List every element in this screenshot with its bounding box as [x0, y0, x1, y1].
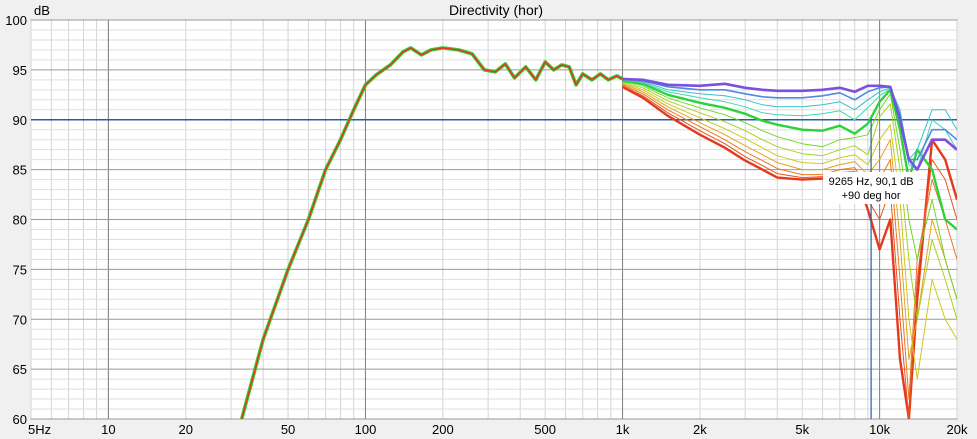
x-tick-label: 200: [432, 422, 454, 437]
x-tick-label: 50: [281, 422, 295, 437]
y-tick-label: 95: [13, 63, 27, 78]
series-line-6: [622, 81, 957, 320]
series-line-8: [622, 83, 957, 360]
chart-title: Directivity (hor): [449, 2, 543, 18]
x-tick-label: 500: [534, 422, 556, 437]
series-line-2: [622, 79, 957, 161]
series-line-0: [622, 77, 957, 171]
y-tick-label: 90: [13, 113, 27, 128]
x-tick-label: 10: [101, 422, 115, 437]
y-axis-ticks: 60 65 70 75 80 85 90 95 100: [5, 13, 27, 427]
series-line-5: [622, 80, 957, 300]
series-line-9: [622, 84, 957, 400]
x-tick-label: 1k: [616, 422, 630, 437]
x-axis-ticks: 5Hz 10 20 50 100 200 500 1k 2k 5k 10k 20k: [28, 422, 968, 437]
base-curve-red: [240, 47, 623, 419]
y-axis-label: dB: [34, 3, 50, 18]
series-line-1: [622, 78, 957, 161]
base-curve-layer: [239, 46, 624, 419]
x-tick-label: 100: [355, 422, 377, 437]
y-tick-label: 60: [13, 412, 27, 427]
y-tick-label: 80: [13, 213, 27, 228]
y-tick-label: 85: [13, 163, 27, 178]
x-tick-label: 20: [179, 422, 193, 437]
y-tick-label: 100: [5, 13, 27, 28]
cursor-label-line1: 9265 Hz, 90,1 dB: [829, 176, 914, 188]
y-tick-label: 75: [13, 262, 27, 277]
cursor-label-line2: +90 deg hor: [842, 190, 901, 202]
x-tick-label: 5Hz: [28, 422, 51, 437]
y-tick-label: 65: [13, 362, 27, 377]
cursor-label-box: [823, 172, 920, 204]
x-tick-label: 10k: [869, 422, 890, 437]
y-tick-label: 70: [13, 312, 27, 327]
x-tick-label: 2k: [693, 422, 707, 437]
cursor-layer: 9265 Hz, 90,1 dB +90 deg hor: [823, 118, 920, 419]
x-tick-label: 5k: [795, 422, 809, 437]
series-line-7: [622, 82, 957, 380]
x-tick-label: 20k: [947, 422, 968, 437]
